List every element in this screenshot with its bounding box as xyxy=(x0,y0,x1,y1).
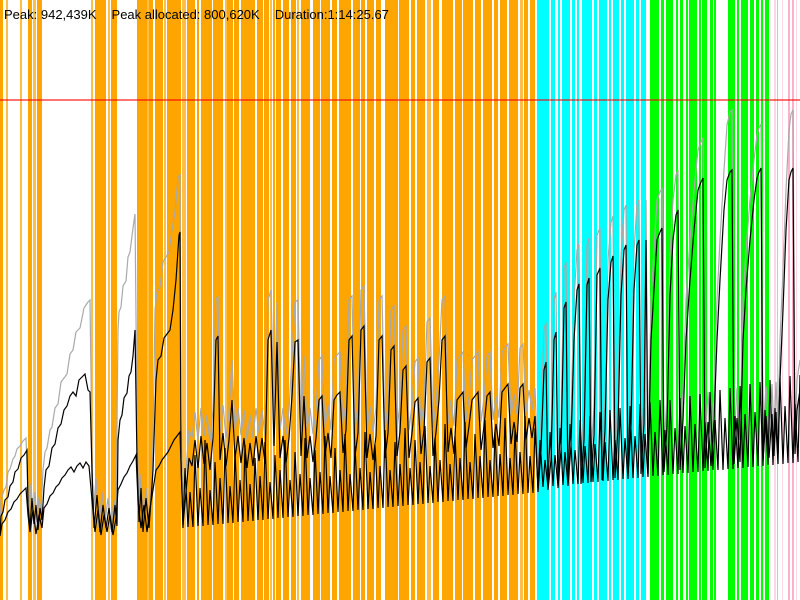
used-trace xyxy=(0,374,800,537)
peak-stat: Peak: 942,439K xyxy=(4,7,97,22)
allocated-trace xyxy=(0,167,800,535)
peak-allocated-stat: Peak allocated: 800,620K xyxy=(111,7,260,22)
stats-bar: Peak: 942,439K Peak allocated: 800,620K … xyxy=(4,7,389,22)
duration-stat: Duration:1:14:25.67 xyxy=(274,7,389,22)
